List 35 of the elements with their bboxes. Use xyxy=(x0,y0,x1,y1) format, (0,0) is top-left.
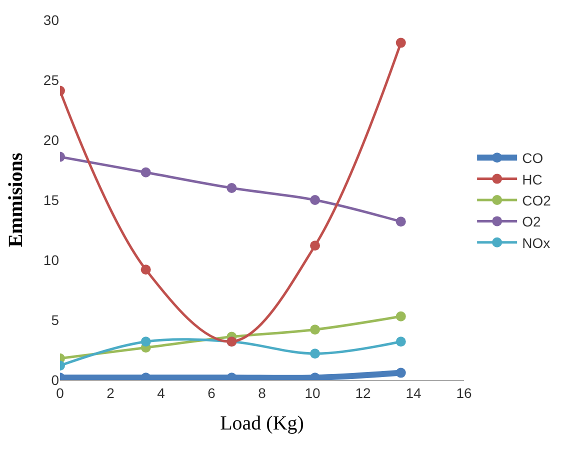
point xyxy=(310,240,320,251)
legend-label: O2 xyxy=(522,214,541,230)
point xyxy=(310,195,320,205)
y-tick-label: 5 xyxy=(51,312,60,328)
point xyxy=(140,336,151,347)
x-tick-label: 14 xyxy=(406,384,422,401)
point xyxy=(396,216,406,227)
point xyxy=(226,183,237,193)
legend-label: HC xyxy=(522,171,542,188)
legend-label: CO2 xyxy=(522,192,552,208)
x-tick-label: 4 xyxy=(157,384,166,401)
x-tick-label: 16 xyxy=(456,384,472,401)
y-tick-label: 0 xyxy=(51,372,60,388)
x-tick-label: 12 xyxy=(355,384,371,401)
point xyxy=(396,311,406,322)
x-tick-label: 6 xyxy=(208,384,216,401)
y-tick-label: 25 xyxy=(43,72,60,88)
point xyxy=(396,38,406,48)
y-tick-label: 10 xyxy=(43,252,60,268)
y-axis-title: Emmisions xyxy=(4,152,27,248)
x-tick-label: 10 xyxy=(304,384,320,401)
point xyxy=(140,167,151,178)
x-tick-label: 2 xyxy=(106,384,115,401)
point xyxy=(310,324,320,335)
legend-label: CO xyxy=(522,150,544,166)
point xyxy=(396,336,406,347)
legend-label: NOx xyxy=(522,234,550,251)
point xyxy=(310,348,320,359)
y-tick-label: 15 xyxy=(43,192,60,208)
y-tick-label: 30 xyxy=(43,12,60,28)
x-axis-title: Load (Kg) xyxy=(220,412,304,434)
x-tick-label: 8 xyxy=(258,384,266,401)
point xyxy=(140,264,151,275)
point xyxy=(396,368,406,378)
y-tick-label: 20 xyxy=(43,132,60,148)
